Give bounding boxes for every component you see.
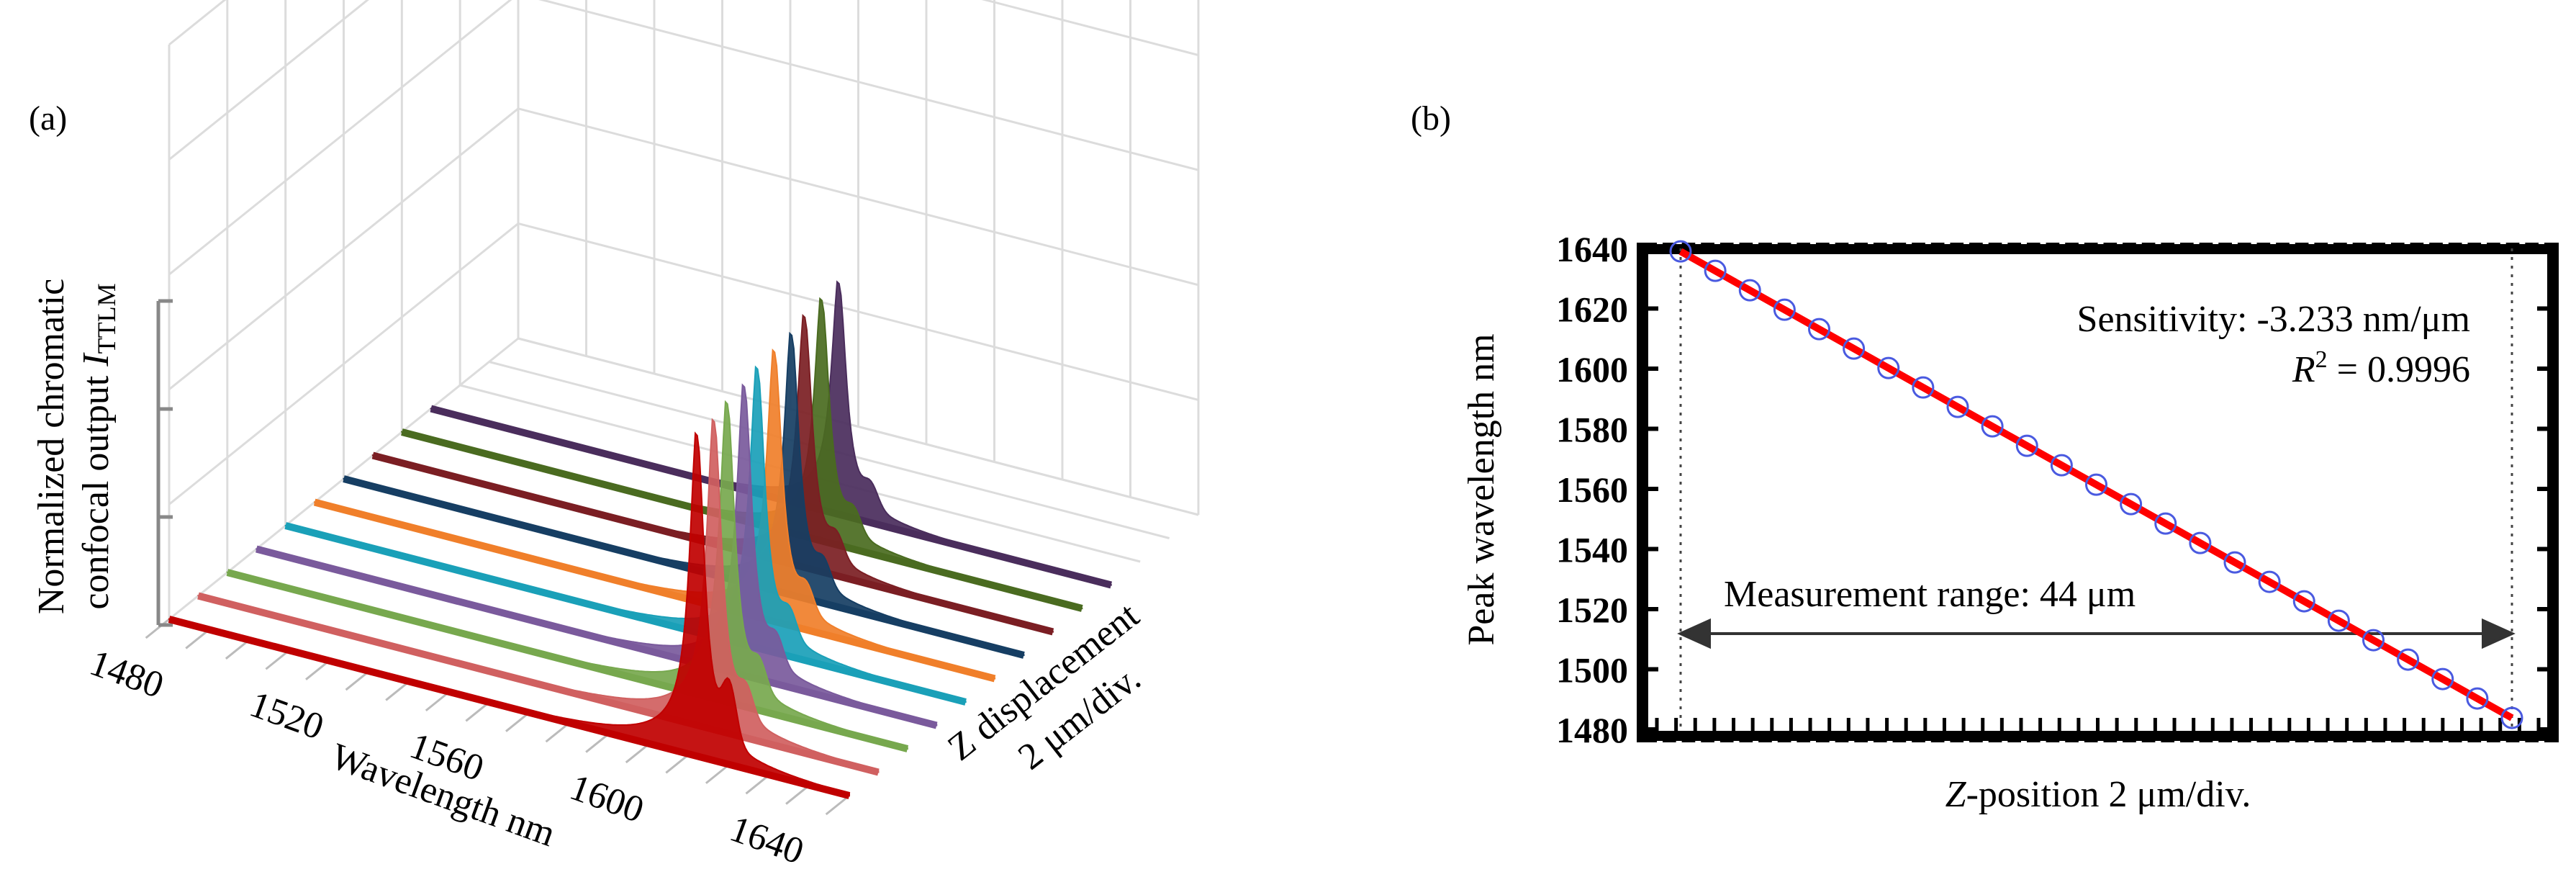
panel-b-tick-marks xyxy=(1642,241,2553,744)
y-tick-label: 1540 xyxy=(1556,530,1628,570)
x-tick-mark xyxy=(425,691,451,712)
panel-b-y-tick-labels: 1480 1500 1520 1540 1560 1580 1600 1620 1640 xyxy=(1556,229,1628,750)
spectrum-baseline-2 xyxy=(197,592,880,776)
data-point xyxy=(1808,318,1830,341)
data-point xyxy=(1912,376,1935,399)
y-tick-label: 1560 xyxy=(1556,469,1628,510)
x-tick-mark xyxy=(225,639,250,660)
data-point xyxy=(1981,415,2004,438)
data-point xyxy=(1843,337,1866,360)
panel-a-label: (a) xyxy=(29,99,67,138)
data-point xyxy=(2466,687,2489,710)
data-point xyxy=(1946,395,1969,418)
y-tick-label: 1620 xyxy=(1556,289,1628,330)
x-tick-mark xyxy=(265,649,290,670)
grid-back-line xyxy=(538,0,1199,171)
data-point xyxy=(1773,298,1796,321)
spectrum-baseline-6 xyxy=(313,498,996,683)
data-point xyxy=(2431,667,2454,691)
y-tick-label: 1520 xyxy=(1556,590,1628,630)
measurement-range-arrow xyxy=(1677,618,2516,649)
grid-side-line xyxy=(168,107,519,390)
grid-back-line xyxy=(518,337,1199,516)
panel-a-ylabel-line1: Normalized chromatic xyxy=(31,279,72,614)
y-tick-label: 1580 xyxy=(1556,410,1628,450)
data-point xyxy=(2120,493,2143,516)
r-squared-label: R2 = 0.9996 xyxy=(2292,346,2470,390)
x-tick-mark xyxy=(745,774,770,795)
x-tick-mark xyxy=(345,670,370,691)
y-tick-label: 1600 xyxy=(1556,349,1628,390)
y-tick-label: 1640 xyxy=(1556,229,1628,269)
spectrum-baseline-3 xyxy=(226,569,909,752)
grid-side-line xyxy=(168,0,369,161)
data-point xyxy=(1877,356,1900,379)
data-point xyxy=(1704,259,1727,282)
panel-a-ylabel-line2: confocal output ITTLM xyxy=(76,283,121,609)
x-tick-mark xyxy=(185,629,210,649)
x-tick-mark xyxy=(145,618,170,639)
x-tick-label: 1600 xyxy=(564,767,648,831)
panel-b-frame xyxy=(1637,243,2559,742)
x-tick-mark xyxy=(385,680,410,701)
spectrum-baseline-1 xyxy=(168,616,851,799)
data-point xyxy=(2189,531,2212,554)
data-point xyxy=(2500,706,2523,729)
x-tick-label: 1520 xyxy=(245,684,329,748)
spectrum-baseline-5 xyxy=(284,522,967,706)
x-tick-mark xyxy=(585,732,610,753)
data-point xyxy=(2362,629,2385,652)
data-point xyxy=(1738,279,1761,302)
measurement-range-label: Measurement range: 44 μm xyxy=(1724,574,2136,615)
data-point xyxy=(2327,609,2350,632)
y-tick-label: 1500 xyxy=(1556,650,1628,691)
grid-back-line xyxy=(518,107,1199,287)
x-tick-label: 1640 xyxy=(725,809,809,873)
spectrum-baseline-4 xyxy=(255,545,938,729)
panel-b-xlabel: Z-position 2 μm/div. xyxy=(1945,774,2251,815)
spectrum-fill-6 xyxy=(313,348,996,680)
data-point xyxy=(2223,551,2246,574)
panel-a-spectra xyxy=(168,280,1113,799)
spectrum-baseline-7 xyxy=(343,475,1025,659)
x-tick-mark xyxy=(705,763,731,784)
panel-b: (b) 1480 1500 1520 1540 1560 1580 1600 1620 1640… xyxy=(1411,99,2559,815)
panel-b-label: (b) xyxy=(1411,99,1451,138)
panel-b-ylabel: Peak wavelength nm xyxy=(1461,333,1502,645)
x-tick-label: 1480 xyxy=(84,642,168,706)
panel-a-vertical-axis xyxy=(156,299,173,627)
panel-b-fit xyxy=(1678,248,2514,721)
x-tick-mark xyxy=(785,784,810,805)
data-point xyxy=(2258,570,2281,593)
data-point xyxy=(2292,590,2315,613)
data-point xyxy=(2154,512,2177,535)
data-point xyxy=(2015,434,2038,457)
sensitivity-label: Sensitivity: -3.233 nm/μm xyxy=(2077,299,2470,340)
grid-side-line xyxy=(168,0,512,276)
x-tick-mark xyxy=(625,742,650,764)
data-point xyxy=(1669,240,1692,263)
y-tick-label: 1480 xyxy=(1556,710,1628,750)
panel-b-data-points xyxy=(1669,240,2523,729)
data-point xyxy=(2397,648,2420,671)
x-tick-mark xyxy=(825,794,850,816)
x-tick-mark xyxy=(665,753,690,774)
grid-side-line xyxy=(168,222,519,505)
x-tick-mark xyxy=(465,701,490,722)
fit-line xyxy=(1678,248,2514,721)
data-point xyxy=(2085,473,2107,496)
data-point xyxy=(2050,454,2073,477)
grid-back-line xyxy=(981,0,1199,57)
x-tick-mark xyxy=(305,660,330,680)
grid-back-line xyxy=(518,222,1199,401)
x-tick-mark xyxy=(505,711,530,732)
x-tick-mark xyxy=(545,721,570,743)
